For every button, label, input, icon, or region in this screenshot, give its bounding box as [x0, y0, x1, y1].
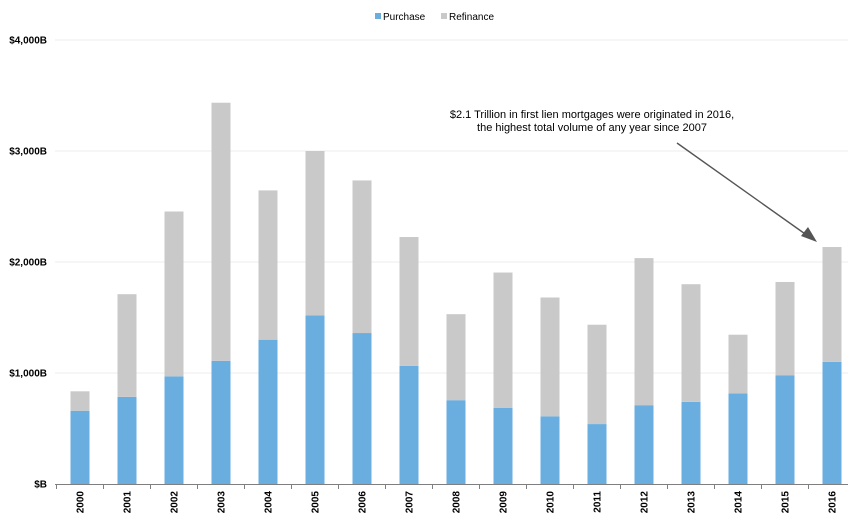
bar-refinance-2001: [117, 294, 137, 397]
legend-label-purchase: Purchase: [383, 12, 426, 23]
bar-refinance-2014: [728, 334, 748, 394]
x-tick-label: 2010: [546, 491, 557, 514]
x-tick-label: 2016: [828, 491, 839, 514]
x-tick-label: 2012: [640, 491, 651, 514]
bar-purchase-2003: [211, 360, 231, 484]
y-tick-label: $3,000B: [9, 147, 47, 158]
bar-purchase-2001: [117, 396, 137, 484]
bar-purchase-2016: [822, 361, 842, 484]
x-tick-label: 2005: [311, 491, 322, 514]
y-axis: $B $1,000B $2,000B $3,000B $4,000B: [9, 36, 47, 491]
bar-purchase-2012: [634, 405, 654, 484]
y-tick-label: $B: [34, 480, 47, 491]
x-tick-label: 2000: [76, 491, 87, 514]
bar-refinance-2013: [681, 284, 701, 402]
annotation-line-1: $2.1 Trillion in first lien mortgages we…: [450, 109, 734, 121]
bars: [70, 102, 842, 484]
bar-refinance-2007: [399, 237, 419, 366]
bar-refinance-2002: [164, 211, 184, 377]
y-tick-label: $2,000B: [9, 258, 47, 269]
annotation: $2.1 Trillion in first lien mortgages we…: [450, 109, 817, 242]
x-axis: 2000 2001 2002 2003 2004 2005 2006 2007 2008 2009…: [55, 484, 848, 514]
bar-refinance-2000: [70, 391, 90, 411]
x-tick-label: 2006: [358, 491, 369, 514]
bar-refinance-2012: [634, 258, 654, 406]
annotation-arrow-head: [801, 227, 817, 242]
bar-refinance-2003: [211, 102, 231, 361]
legend-swatch-purchase: [375, 13, 381, 19]
bar-purchase-2002: [164, 376, 184, 484]
bar-refinance-2016: [822, 247, 842, 362]
bar-refinance-2015: [775, 281, 795, 376]
bar-refinance-2008: [446, 314, 466, 401]
bar-purchase-2014: [728, 393, 748, 484]
x-tick-label: 2007: [405, 491, 416, 514]
bar-purchase-2005: [305, 315, 325, 484]
x-tick-label: 2011: [593, 491, 604, 513]
bar-purchase-2015: [775, 375, 795, 484]
bar-refinance-2011: [587, 324, 607, 425]
x-tick-label: 2002: [170, 491, 181, 514]
bar-refinance-2009: [493, 272, 513, 408]
x-tick-label: 2003: [217, 491, 228, 514]
bar-purchase-2010: [540, 416, 560, 484]
annotation-arrow-shaft: [676, 142, 809, 237]
y-tick-label: $1,000B: [9, 369, 47, 380]
legend-swatch-refinance: [441, 13, 447, 19]
bar-purchase-2009: [493, 407, 513, 484]
x-tick-label: 2014: [734, 491, 745, 514]
bar-refinance-2004: [258, 190, 278, 340]
bar-refinance-2006: [352, 180, 372, 334]
bar-purchase-2000: [70, 410, 90, 484]
x-tick-label: 2004: [264, 491, 275, 514]
x-tick-label: 2009: [499, 491, 510, 514]
x-tick-label: 2001: [123, 491, 134, 514]
bar-purchase-2011: [587, 424, 607, 484]
bar-refinance-2010: [540, 297, 560, 417]
bar-purchase-2007: [399, 365, 419, 484]
x-tick-label: 2013: [687, 491, 698, 514]
bar-purchase-2013: [681, 401, 701, 484]
legend-label-refinance: Refinance: [449, 12, 494, 23]
annotation-line-2: the highest total volume of any year sin…: [477, 122, 707, 134]
legend: Purchase Refinance: [375, 12, 494, 23]
bar-refinance-2005: [305, 151, 325, 316]
bar-purchase-2008: [446, 400, 466, 484]
bar-purchase-2006: [352, 333, 372, 484]
bar-purchase-2004: [258, 339, 278, 484]
y-tick-label: $4,000B: [9, 36, 47, 47]
x-tick-label: 2015: [781, 491, 792, 514]
x-tick-label: 2008: [452, 491, 463, 514]
